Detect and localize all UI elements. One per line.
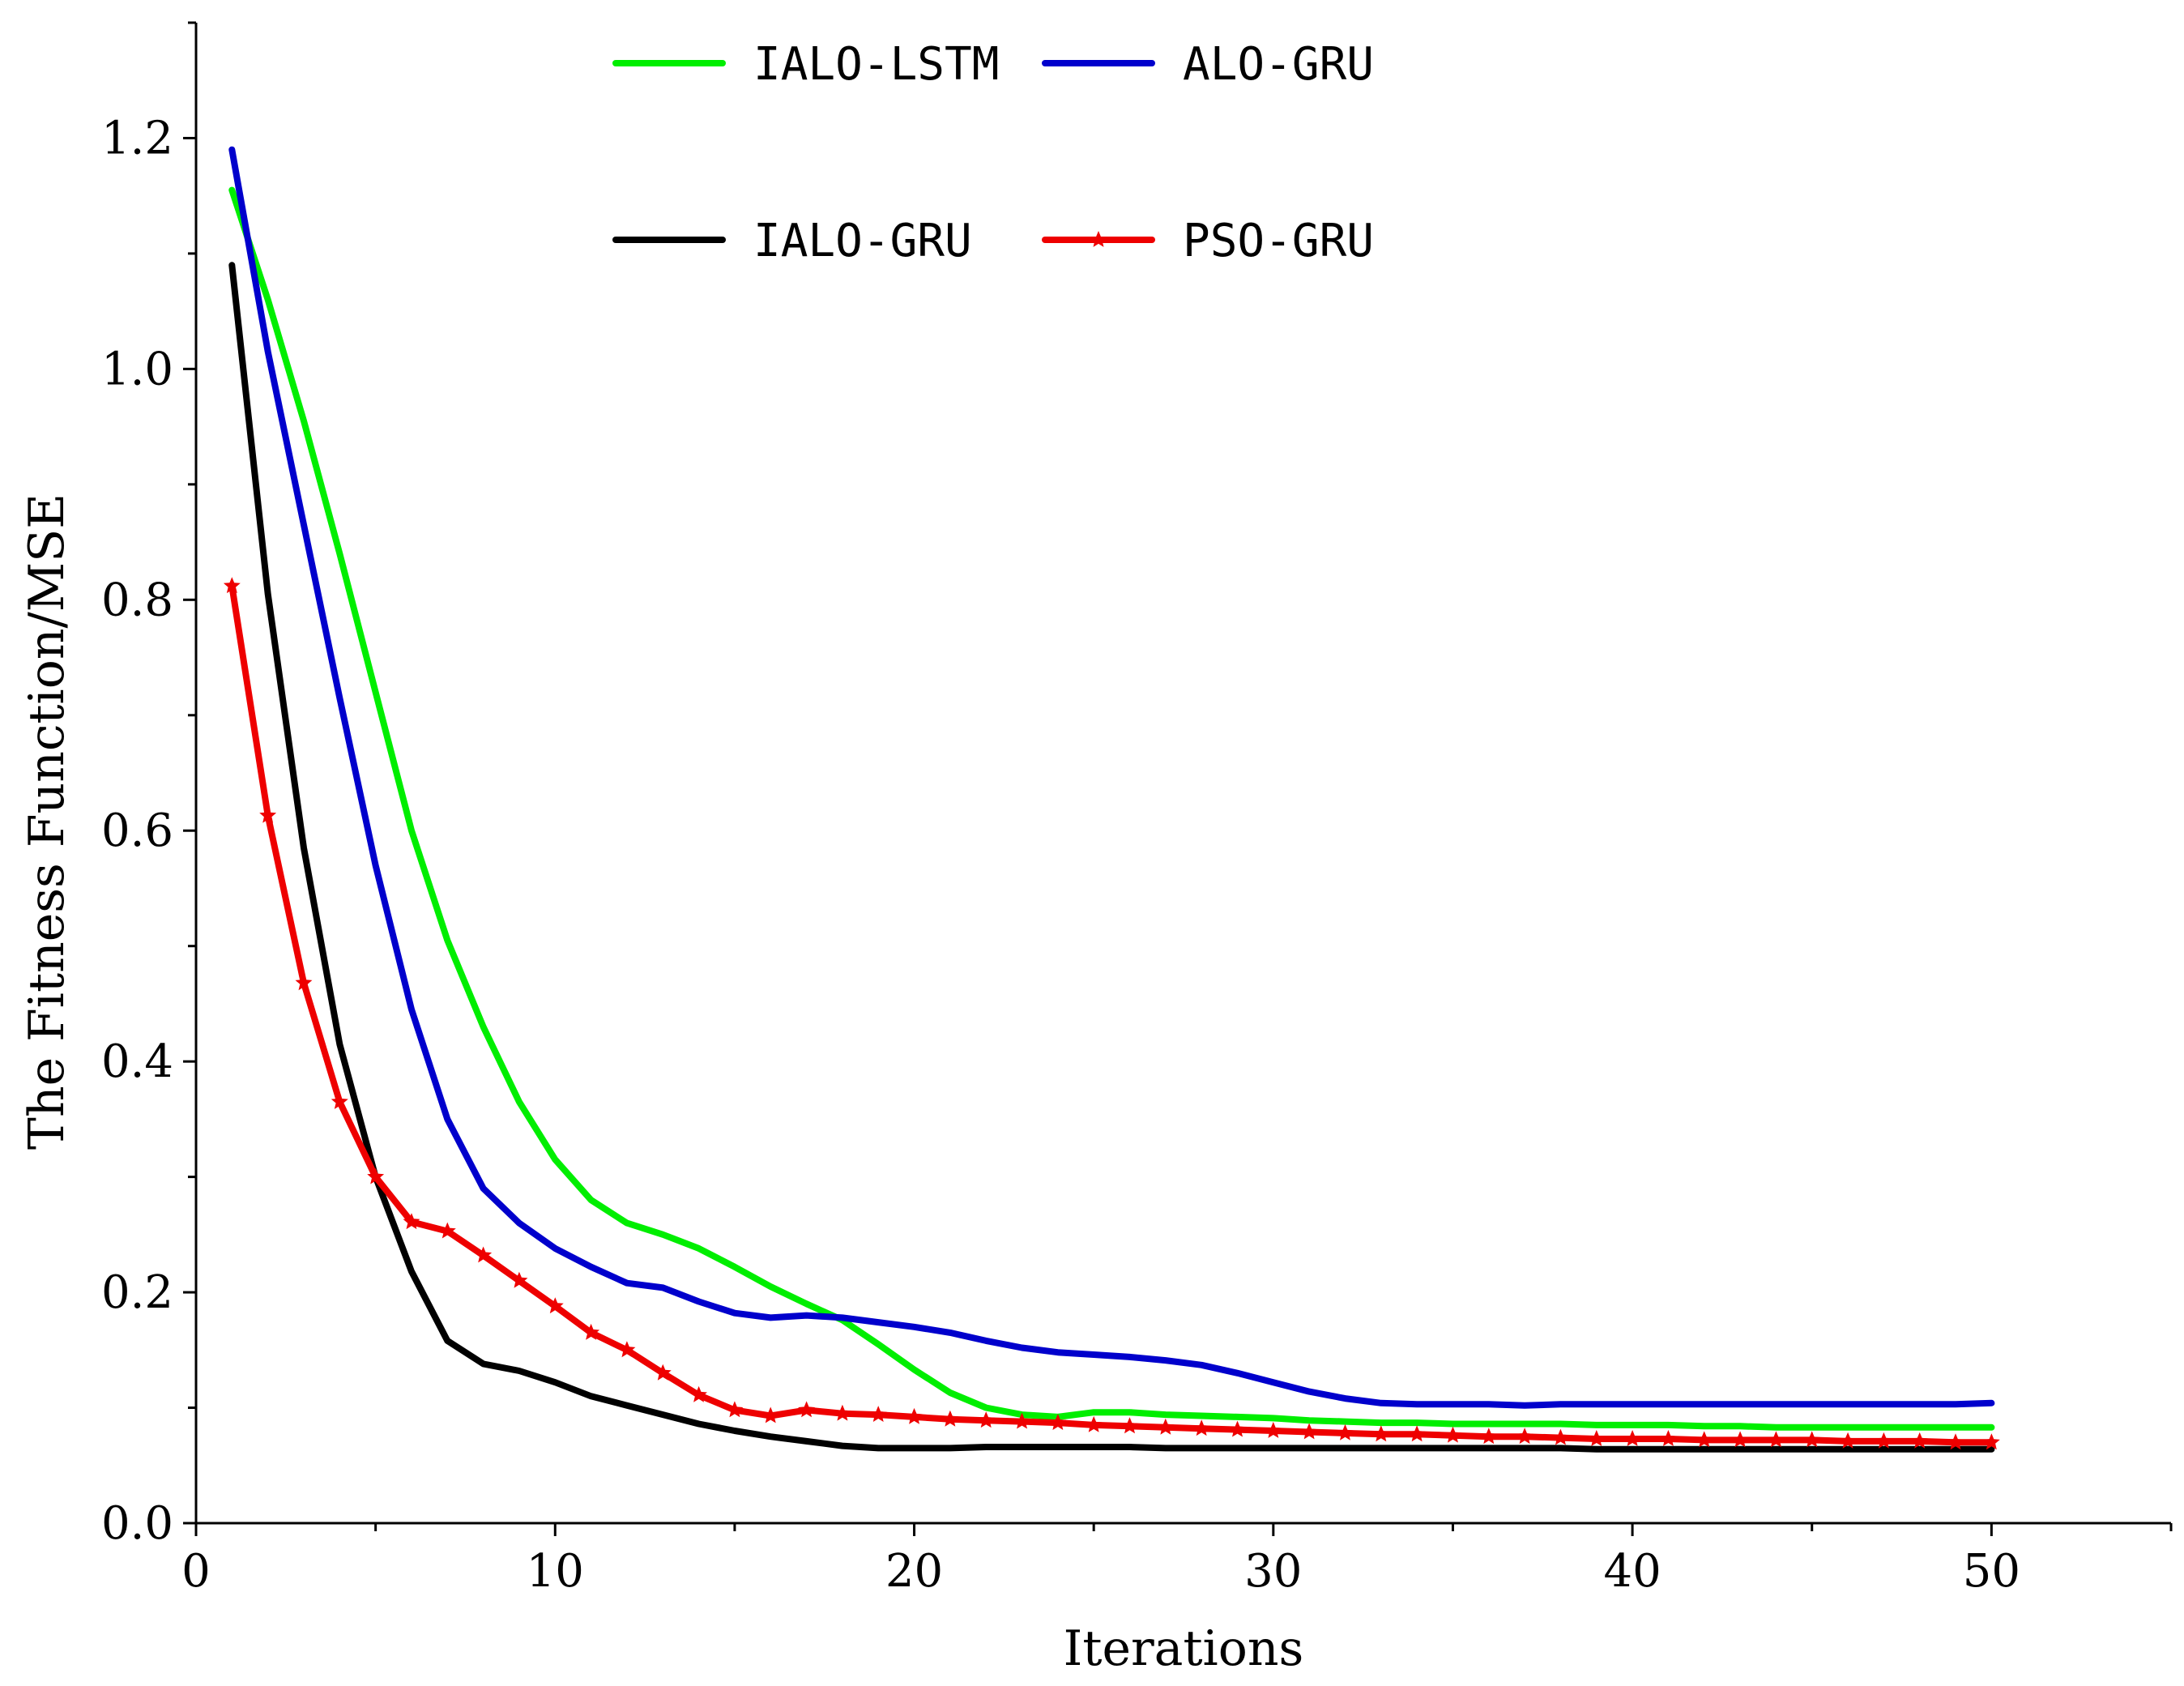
data-point-pso-gru [798, 1401, 815, 1418]
data-point-pso-gru [690, 1385, 707, 1402]
x-tick-label: 40 [1603, 1545, 1661, 1598]
data-point-pso-gru [1803, 1431, 1821, 1448]
data-point-pso-gru [1372, 1425, 1390, 1442]
data-point-pso-gru [1192, 1419, 1210, 1436]
data-point-pso-gru [1229, 1420, 1246, 1437]
data-point-pso-gru [295, 974, 313, 991]
data-point-pso-gru [1013, 1412, 1030, 1429]
data-point-pso-gru [941, 1410, 959, 1427]
series-line-alo-gru [228, 146, 1995, 1409]
data-point-pso-gru [223, 577, 241, 594]
data-point-pso-gru [1982, 1433, 2000, 1450]
data-point-pso-gru [1947, 1433, 1964, 1450]
legend-marker [1090, 231, 1107, 247]
data-point-pso-gru [475, 1246, 493, 1263]
data-point-pso-gru [618, 1341, 636, 1358]
legend-label: IALO-GRU [753, 215, 972, 267]
y-tick-label: 0.4 [101, 1035, 173, 1088]
data-point-pso-gru [1623, 1430, 1641, 1446]
y-tick-label: 1.0 [101, 343, 173, 395]
data-point-pso-gru [1516, 1428, 1533, 1445]
data-point-pso-gru [1157, 1418, 1175, 1435]
data-point-pso-gru [761, 1406, 779, 1423]
data-point-pso-gru [438, 1222, 456, 1239]
data-point-pso-gru [1696, 1431, 1713, 1448]
data-point-pso-gru [1839, 1432, 1857, 1449]
data-point-pso-gru [1300, 1423, 1318, 1440]
x-tick-label: 10 [527, 1545, 584, 1598]
x-tick-label: 50 [1963, 1545, 2020, 1598]
legend-label: PSO-GRU [1183, 215, 1374, 267]
data-point-pso-gru [259, 806, 277, 823]
data-point-pso-gru [1049, 1414, 1067, 1430]
data-point-pso-gru [1552, 1428, 1569, 1445]
data-point-pso-gru [1265, 1422, 1282, 1438]
legend: IALO-LSTM ALO-GRU IALO-GRU PSO-GRU [612, 38, 1374, 267]
y-axis-title: The Fitness Function/MSE [19, 493, 75, 1150]
data-point-pso-gru [869, 1406, 887, 1422]
x-tick-label: 0 [181, 1545, 211, 1598]
data-point-pso-gru [1875, 1432, 1892, 1449]
data-point-pso-gru [1660, 1430, 1677, 1446]
plot-lines [223, 146, 2000, 1453]
data-point-pso-gru [1731, 1431, 1749, 1448]
data-point-pso-gru [977, 1411, 995, 1428]
data-point-pso-gru [1767, 1431, 1785, 1448]
legend-label: IALO-LSTM [753, 38, 999, 91]
y-tick-label: 0.2 [101, 1266, 173, 1319]
data-point-pso-gru [367, 1167, 385, 1184]
series-line-ialo-lstm [228, 186, 1995, 1431]
data-point-pso-gru [1337, 1423, 1354, 1441]
data-point-pso-gru [331, 1093, 348, 1109]
data-point-pso-gru [1444, 1426, 1461, 1443]
x-tick-label: 30 [1244, 1545, 1302, 1598]
data-point-pso-gru [582, 1323, 600, 1340]
y-tick-label: 1.2 [101, 112, 173, 164]
legend-item-alo-gru: ALO-GRU [1042, 38, 1374, 91]
data-point-pso-gru [1408, 1425, 1426, 1442]
y-tick-label: 0.8 [101, 574, 173, 626]
data-point-pso-gru [834, 1404, 851, 1421]
data-point-pso-gru [1911, 1432, 1929, 1449]
data-point-pso-gru [1588, 1430, 1606, 1446]
x-axis-title: Iterations [1064, 1620, 1304, 1677]
data-point-pso-gru [726, 1401, 744, 1418]
legend-item-ialo-lstm: IALO-LSTM [612, 38, 999, 91]
series-line-ialo-gru [228, 262, 1995, 1453]
data-point-pso-gru [654, 1364, 672, 1381]
data-point-pso-gru [1121, 1417, 1138, 1434]
x-tick-label: 20 [885, 1545, 943, 1598]
y-tick-label: 0.6 [101, 805, 173, 857]
data-point-pso-gru [1480, 1428, 1498, 1445]
data-point-pso-gru [1085, 1415, 1103, 1432]
axes: 0 10 20 30 40 50 0.0 0.2 0.4 0.6 0.8 1.0 1.2 [101, 21, 2173, 1598]
data-point-pso-gru [403, 1213, 420, 1230]
data-point-pso-gru [510, 1271, 528, 1288]
legend-item-pso-gru: PSO-GRU [1042, 215, 1374, 267]
series-line-pso-gru [228, 583, 1995, 1446]
legend-label: ALO-GRU [1183, 38, 1374, 91]
data-point-pso-gru [906, 1407, 923, 1424]
y-tick-label: 0.0 [101, 1497, 173, 1550]
data-point-pso-gru [546, 1297, 564, 1314]
legend-item-ialo-gru: IALO-GRU [612, 215, 972, 267]
